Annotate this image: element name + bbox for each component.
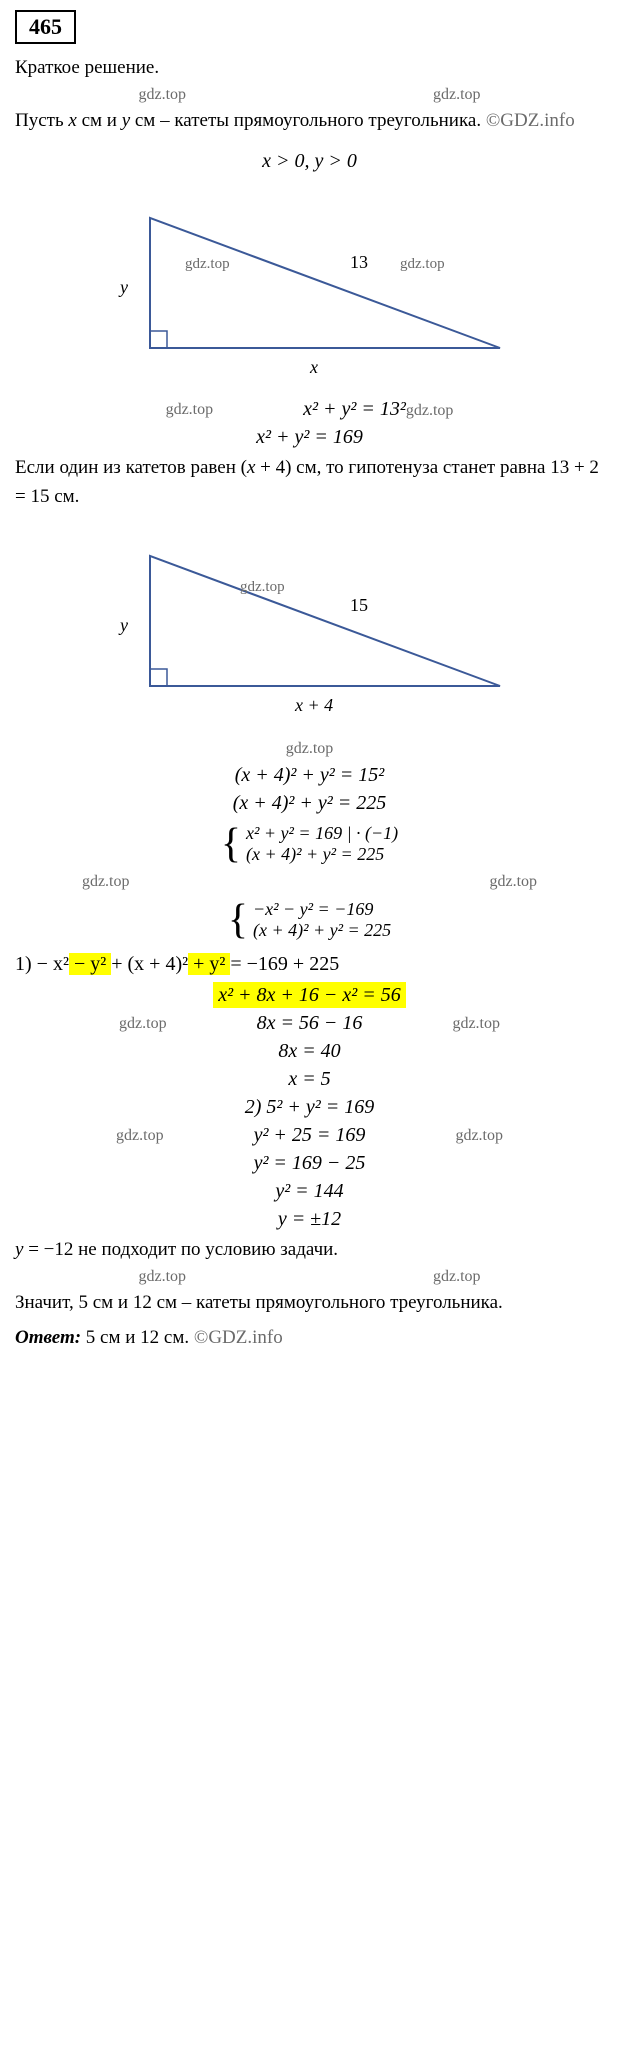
equation: y² = 169 − 25 (15, 1152, 604, 1175)
equation-system-1: { x² + y² = 169 | · (−1) (x + 4)² + y² =… (15, 820, 604, 868)
svg-text:gdz.top: gdz.top (240, 579, 285, 595)
equation: y = ±12 (15, 1208, 604, 1231)
svg-text:y: y (118, 277, 128, 297)
svg-text:x: x (309, 357, 318, 377)
equation: (x + 4)² + y² = 15² (15, 764, 604, 787)
system-eq: x² + y² = 169 | · (−1) (246, 823, 398, 844)
watermark-row: gdz.top gdz.top (15, 873, 604, 891)
watermark-row: gdz.top gdz.top (15, 1268, 604, 1286)
triangle-figure-1: y 13 x gdz.top gdz.top (100, 198, 520, 378)
answer-line: Ответ: 5 см и 12 см. ©GDZ.info (15, 1327, 604, 1349)
watermark-text: gdz.top (116, 1127, 164, 1145)
watermark-text: gdz.top (166, 401, 214, 419)
condition-equation: x > 0, y > 0 (15, 150, 604, 173)
system-eq: −x² − y² = −169 (253, 899, 391, 920)
equation: 8x = 40 (15, 1040, 604, 1063)
watermark-text: gdz.top (433, 1268, 481, 1286)
svg-text:15: 15 (350, 595, 368, 615)
equation: x² + y² = 169 (15, 426, 604, 449)
svg-text:gdz.top: gdz.top (185, 256, 230, 272)
problem-number: 465 (15, 10, 76, 44)
answer-text: 5 см и 12 см. ©GDZ.info (81, 1327, 283, 1348)
equation-with-watermark: gdz.topy² + 25 = 169 gdz.top (15, 1124, 604, 1147)
watermark-text: gdz.top (490, 873, 538, 891)
triangle-figure-2: y 15 x + 4 gdz.top (100, 536, 520, 716)
watermark-text: gdz.top (433, 86, 481, 104)
system-eq: (x + 4)² + y² = 225 (253, 920, 391, 941)
svg-text:gdz.top: gdz.top (400, 256, 445, 272)
watermark-center: gdz.top (15, 736, 604, 759)
highlighted-term: − y² (69, 953, 111, 975)
highlighted-result: x² + 8x + 16 − x² = 56 (15, 984, 604, 1007)
svg-text:13: 13 (350, 252, 368, 272)
text-if-clause: Если один из катетов равен (x + 4) см, т… (15, 454, 604, 511)
watermark-text: gdz.top (82, 873, 130, 891)
reject-text: y = −12 не подходит по условию задачи. (15, 1236, 604, 1265)
intro-text: Пусть x см и y см – катеты прямоугольног… (15, 107, 604, 136)
watermark-text: gdz.top (406, 402, 454, 419)
conclusion-text: Значит, 5 см и 12 см – катеты прямоуголь… (15, 1289, 604, 1318)
equation-with-watermark: gdz.top8x = 56 − 16 gdz.top (15, 1012, 604, 1035)
watermark-text: gdz.top (138, 1268, 186, 1286)
watermark-text: gdz.top (119, 1015, 167, 1033)
heading: Краткое решение. (15, 54, 604, 83)
system-eq: (x + 4)² + y² = 225 (246, 844, 398, 865)
step-1-equation: 1) − x² − y² + (x + 4)² + y² = −169 + 22… (15, 949, 604, 979)
equation: x = 5 (15, 1068, 604, 1091)
equation: (x + 4)² + y² = 225 (15, 792, 604, 815)
step-2-equation: 2) 5² + y² = 169 (15, 1096, 604, 1119)
svg-text:x + 4: x + 4 (294, 695, 333, 715)
watermark-text: gdz.top (455, 1127, 503, 1145)
watermark-text: gdz.top (138, 86, 186, 104)
equation-with-watermark: gdz.top x² + y² = 13²gdz.top (15, 398, 604, 421)
answer-label: Ответ: (15, 1327, 81, 1348)
equation: y² = 144 (15, 1180, 604, 1203)
svg-text:y: y (118, 615, 128, 635)
equation-system-2: { −x² − y² = −169 (x + 4)² + y² = 225 (15, 896, 604, 944)
watermark-row: gdz.top gdz.top (15, 86, 604, 104)
highlighted-term: + y² (188, 953, 230, 975)
watermark-text: gdz.top (452, 1015, 500, 1033)
